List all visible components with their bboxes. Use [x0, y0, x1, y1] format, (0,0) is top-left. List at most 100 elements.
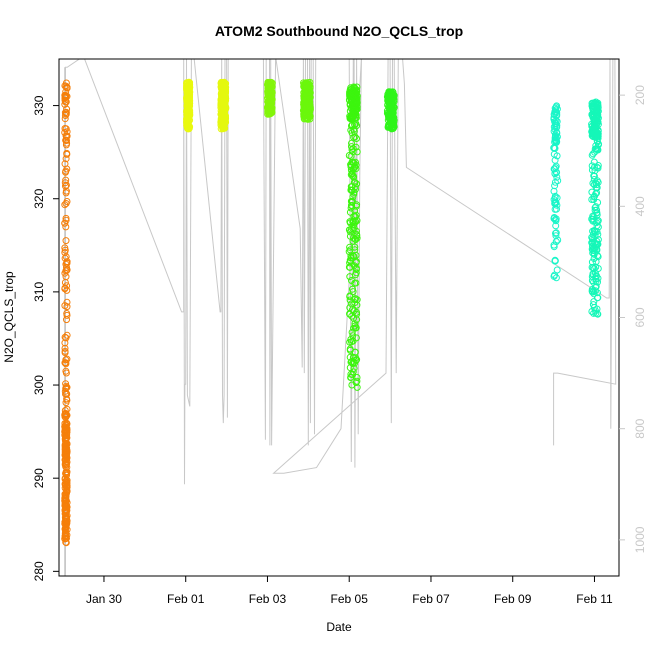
data-point [353, 234, 361, 242]
data-point [351, 179, 359, 186]
data-point [591, 121, 599, 129]
data-point [551, 257, 559, 265]
data-point [347, 152, 355, 160]
data-point [301, 100, 309, 108]
data-point [268, 83, 276, 91]
right-tick-label: 400 [633, 196, 647, 216]
data-point [588, 308, 596, 315]
data-point [593, 163, 601, 171]
data-point [348, 197, 356, 205]
data-point [351, 296, 359, 304]
data-point [62, 438, 70, 445]
x-tick-label: Feb 11 [576, 592, 613, 606]
data-point [588, 188, 596, 196]
x-tick-label: Feb 03 [249, 592, 287, 606]
data-point [62, 273, 70, 281]
data-point [63, 282, 71, 290]
data-point [348, 285, 356, 293]
data-point [550, 187, 558, 195]
data-point [350, 213, 358, 220]
series-5 [299, 78, 314, 123]
data-point [351, 279, 359, 287]
data-point [220, 116, 228, 124]
data-point [351, 299, 359, 307]
data-point [62, 517, 70, 525]
data-point [183, 119, 191, 127]
data-point [62, 538, 70, 546]
data-point [590, 113, 598, 121]
data-point [350, 164, 358, 171]
data-point [62, 356, 70, 364]
data-point [264, 92, 272, 100]
data-point [590, 265, 598, 273]
data-point [590, 247, 598, 255]
data-point [346, 353, 354, 361]
x-tick-label: Feb 05 [331, 592, 369, 606]
data-point [553, 129, 561, 137]
data-point [592, 309, 600, 317]
data-point [551, 134, 559, 142]
data-point [590, 278, 597, 286]
data-point [63, 331, 71, 339]
data-point [62, 503, 70, 511]
data-point [594, 164, 602, 172]
data-point [61, 407, 69, 414]
data-point [63, 482, 71, 490]
data-point [590, 287, 598, 295]
data-point [347, 370, 355, 378]
data-point [266, 79, 274, 87]
data-point [590, 172, 598, 180]
data-point [63, 434, 71, 442]
data-point [590, 163, 598, 171]
data-point [61, 112, 69, 119]
data-point [553, 173, 561, 181]
data-point [345, 248, 353, 256]
data-point [350, 364, 358, 372]
data-point [553, 266, 561, 274]
data-point [552, 217, 560, 225]
x-axis: Jan 30 Feb 01 Feb 03 Feb 05 Feb 07 Feb 09 Feb … [86, 576, 613, 606]
data-point [346, 338, 354, 346]
data-point [593, 222, 601, 230]
data-point [61, 426, 69, 434]
data-point [349, 165, 357, 173]
data-point [591, 232, 599, 240]
data-point [183, 89, 191, 97]
data-point [349, 145, 357, 152]
data-point [347, 373, 355, 381]
data-point [61, 115, 69, 123]
data-point [552, 106, 560, 114]
data-point [352, 334, 360, 342]
data-point [550, 241, 558, 249]
data-point [593, 209, 601, 217]
data-point [590, 158, 598, 166]
data-point [63, 84, 71, 92]
data-point [347, 225, 355, 233]
data-point [219, 124, 227, 132]
data-point [388, 99, 396, 107]
data-point [63, 303, 71, 311]
data-point [390, 92, 398, 100]
series-3 [217, 78, 230, 133]
data-point [594, 134, 602, 142]
series-2 [183, 78, 194, 133]
data-point [387, 109, 395, 117]
data-point [352, 271, 359, 279]
right-tick-label: 600 [633, 307, 647, 327]
data-point [552, 238, 560, 246]
x-axis-label: Date [326, 620, 352, 634]
data-point [552, 222, 560, 230]
data-point [63, 286, 71, 294]
data-point [387, 106, 395, 114]
data-point [267, 92, 275, 100]
data-point [62, 468, 70, 476]
data-point [589, 288, 596, 296]
data-point [387, 114, 395, 122]
y-tick-label: 290 [32, 468, 46, 488]
data-point [352, 264, 360, 272]
data-point [350, 314, 358, 322]
y-axis-label: N2O_QCLS_trop [2, 271, 16, 363]
data-point [63, 310, 71, 317]
data-point [62, 380, 70, 388]
